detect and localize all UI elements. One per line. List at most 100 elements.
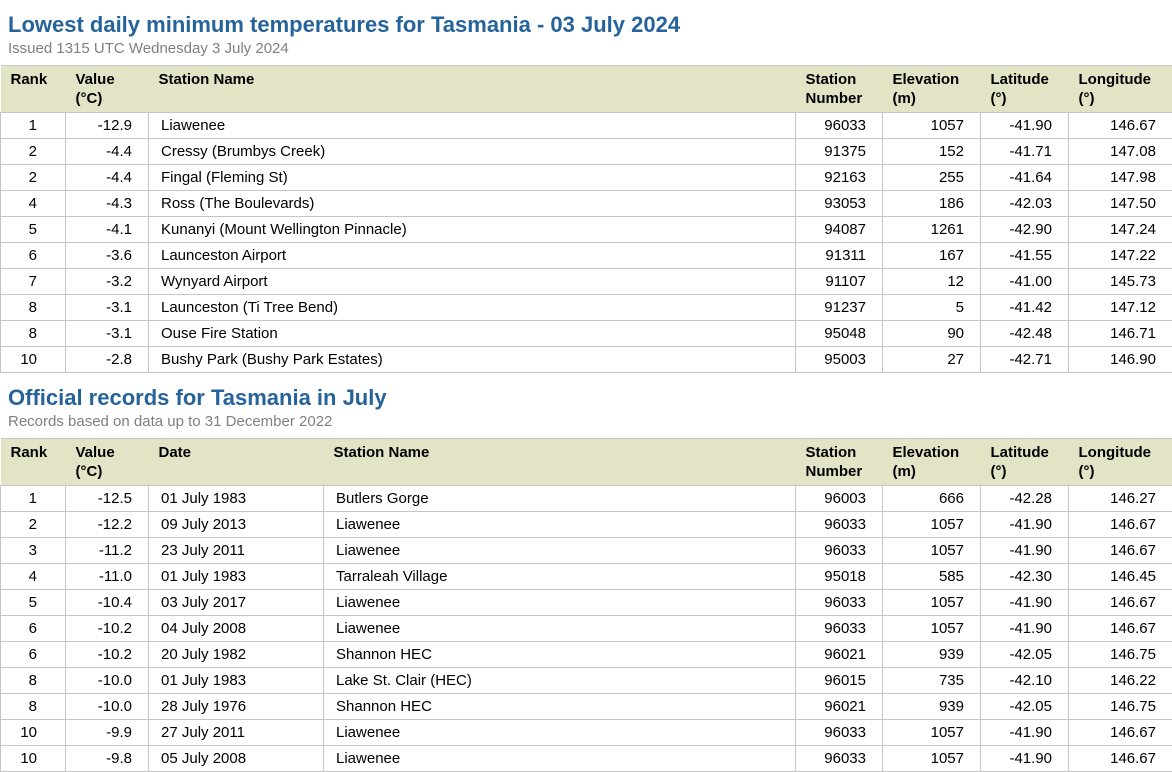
cell-rank: 4 xyxy=(1,564,66,590)
cell-value: -9.8 xyxy=(66,746,149,772)
cell-longitude: 146.67 xyxy=(1069,720,1172,746)
cell-rank: 8 xyxy=(1,694,66,720)
cell-longitude: 146.67 xyxy=(1069,512,1172,538)
cell-rank: 2 xyxy=(1,165,66,191)
cell-value: -12.9 xyxy=(66,113,149,139)
cell-station-number: 96021 xyxy=(796,642,883,668)
column-header-elevation: Elevation (m) xyxy=(883,439,981,486)
cell-station-number: 91237 xyxy=(796,295,883,321)
cell-latitude: -41.90 xyxy=(981,512,1069,538)
cell-station-number: 96021 xyxy=(796,694,883,720)
cell-longitude: 147.12 xyxy=(1069,295,1172,321)
cell-value: -10.0 xyxy=(66,694,149,720)
cell-date: 09 July 2013 xyxy=(149,512,324,538)
cell-longitude: 146.67 xyxy=(1069,538,1172,564)
cell-rank: 6 xyxy=(1,243,66,269)
cell-date: 27 July 2011 xyxy=(149,720,324,746)
issued-subtitle: Issued 1315 UTC Wednesday 3 July 2024 xyxy=(0,40,1172,58)
cell-longitude: 146.67 xyxy=(1069,616,1172,642)
cell-latitude: -42.10 xyxy=(981,668,1069,694)
cell-longitude: 147.22 xyxy=(1069,243,1172,269)
cell-station-name: Launceston (Ti Tree Bend) xyxy=(149,295,796,321)
cell-elevation: 939 xyxy=(883,694,981,720)
cell-station-number: 96033 xyxy=(796,113,883,139)
cell-elevation: 1057 xyxy=(883,590,981,616)
cell-latitude: -42.71 xyxy=(981,347,1069,373)
cell-rank: 2 xyxy=(1,512,66,538)
cell-station-number: 92163 xyxy=(796,165,883,191)
cell-rank: 1 xyxy=(1,486,66,512)
cell-elevation: 1057 xyxy=(883,512,981,538)
section-title: Official records for Tasmania in July xyxy=(0,385,1172,411)
cell-station-name: Ross (The Boulevards) xyxy=(149,191,796,217)
cell-elevation: 735 xyxy=(883,668,981,694)
column-header-rank: Rank xyxy=(1,439,66,486)
cell-date: 03 July 2017 xyxy=(149,590,324,616)
column-header-latitude: Latitude (°) xyxy=(981,66,1069,113)
cell-rank: 7 xyxy=(1,269,66,295)
cell-station-name: Wynyard Airport xyxy=(149,269,796,295)
cell-rank: 10 xyxy=(1,347,66,373)
cell-station-name: Shannon HEC xyxy=(324,642,796,668)
cell-elevation: 167 xyxy=(883,243,981,269)
cell-station-number: 94087 xyxy=(796,217,883,243)
page-title: Lowest daily minimum temperatures for Ta… xyxy=(0,12,1172,38)
cell-rank: 8 xyxy=(1,295,66,321)
cell-rank: 8 xyxy=(1,321,66,347)
cell-rank: 1 xyxy=(1,113,66,139)
cell-station-number: 91107 xyxy=(796,269,883,295)
cell-date: 28 July 1976 xyxy=(149,694,324,720)
cell-date: 05 July 2008 xyxy=(149,746,324,772)
cell-date: 01 July 1983 xyxy=(149,564,324,590)
cell-elevation: 1057 xyxy=(883,113,981,139)
cell-latitude: -41.64 xyxy=(981,165,1069,191)
cell-latitude: -42.48 xyxy=(981,321,1069,347)
cell-longitude: 146.67 xyxy=(1069,113,1172,139)
cell-station-number: 93053 xyxy=(796,191,883,217)
cell-latitude: -42.30 xyxy=(981,564,1069,590)
cell-date: 20 July 1982 xyxy=(149,642,324,668)
cell-station-number: 91311 xyxy=(796,243,883,269)
official-records-section: Official records for Tasmania in July Re… xyxy=(0,385,1172,772)
cell-station-name: Liawenee xyxy=(324,720,796,746)
cell-station-name: Cressy (Brumbys Creek) xyxy=(149,139,796,165)
cell-value: -3.1 xyxy=(66,321,149,347)
cell-rank: 2 xyxy=(1,139,66,165)
cell-value: -10.2 xyxy=(66,642,149,668)
column-header-value: Value (°C) xyxy=(66,439,149,486)
cell-value: -3.2 xyxy=(66,269,149,295)
cell-elevation: 1057 xyxy=(883,720,981,746)
column-header-date: Date xyxy=(149,439,324,486)
column-header-value: Value (°C) xyxy=(66,66,149,113)
cell-date: 01 July 1983 xyxy=(149,486,324,512)
cell-elevation: 12 xyxy=(883,269,981,295)
cell-station-number: 95003 xyxy=(796,347,883,373)
cell-longitude: 146.71 xyxy=(1069,321,1172,347)
cell-latitude: -42.03 xyxy=(981,191,1069,217)
cell-rank: 8 xyxy=(1,668,66,694)
cell-station-number: 96033 xyxy=(796,512,883,538)
cell-latitude: -41.42 xyxy=(981,295,1069,321)
cell-latitude: -41.55 xyxy=(981,243,1069,269)
cell-station-number: 91375 xyxy=(796,139,883,165)
cell-latitude: -41.90 xyxy=(981,538,1069,564)
column-header-elevation: Elevation (m) xyxy=(883,66,981,113)
cell-longitude: 146.67 xyxy=(1069,746,1172,772)
